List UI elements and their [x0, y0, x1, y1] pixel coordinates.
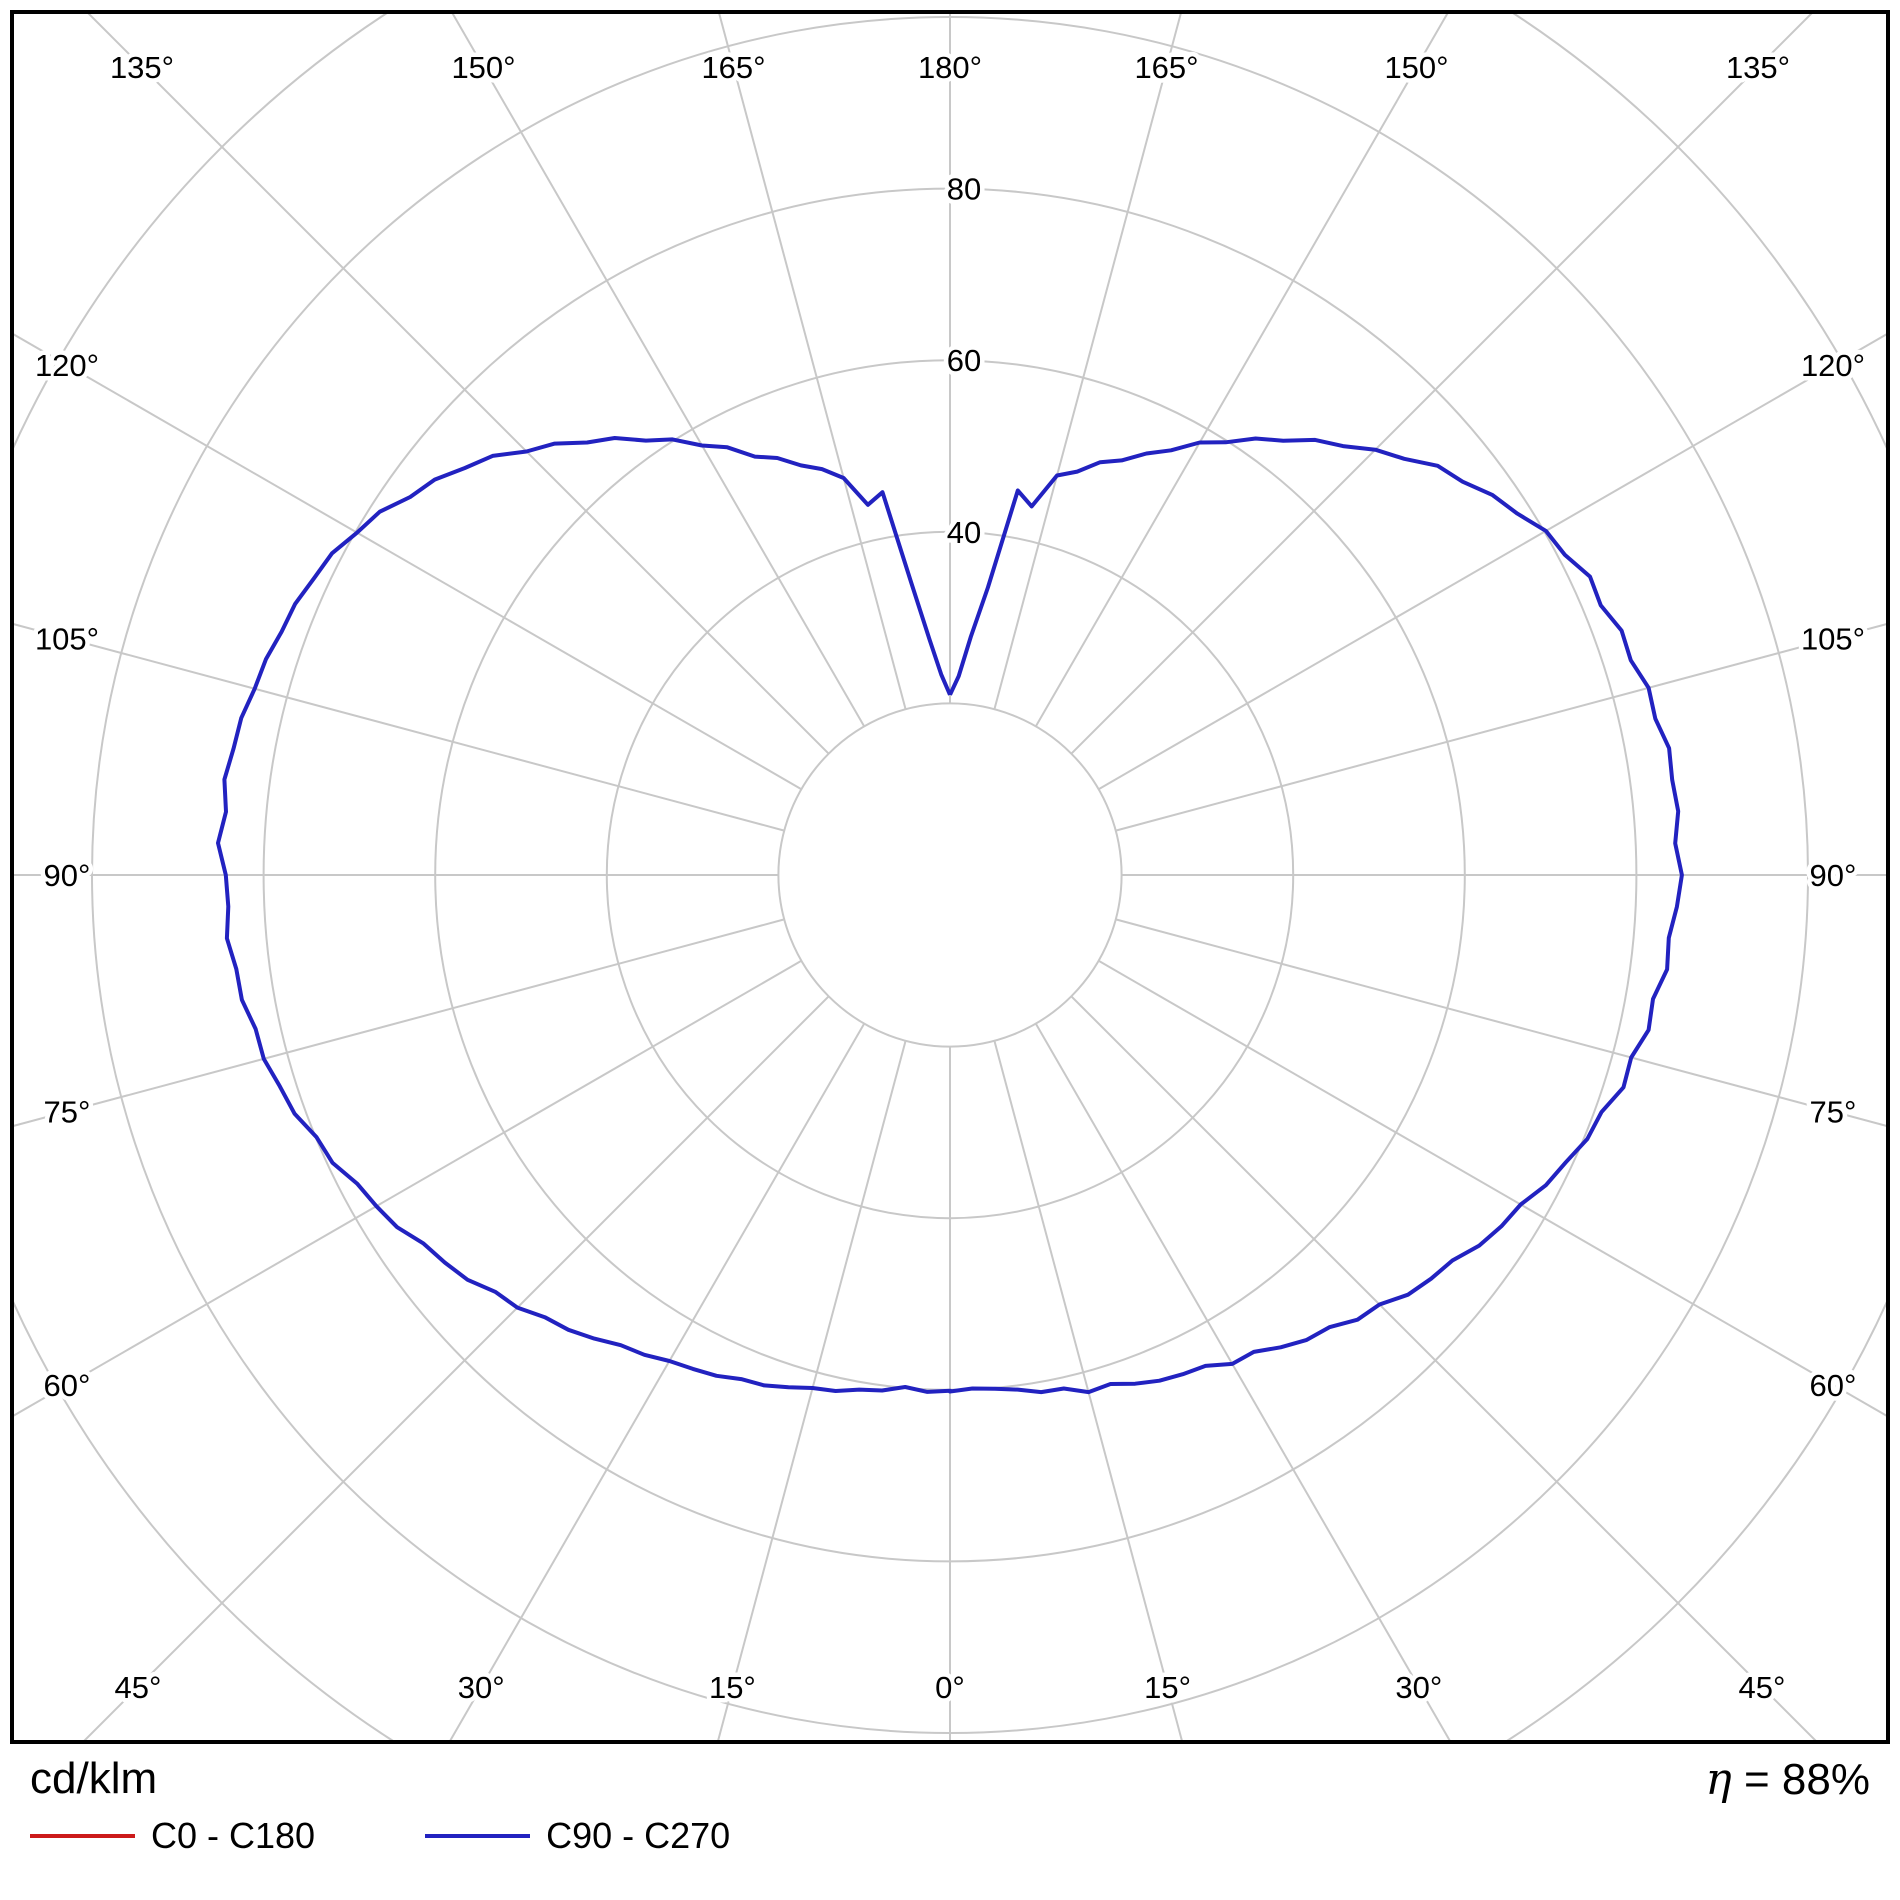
angle-label: 135°	[110, 50, 174, 85]
angle-ray	[716, 1040, 907, 1742]
legend-line-c0-c180	[30, 1834, 135, 1838]
plot-frame	[10, 10, 1890, 1744]
angle-label: 105°	[35, 621, 99, 656]
angle-label: 30°	[1395, 1670, 1442, 1705]
radial-tick-label: 80	[947, 172, 981, 207]
angle-ray	[993, 1040, 1184, 1742]
angle-label: 15°	[1144, 1670, 1191, 1705]
angle-label: 105°	[1801, 621, 1865, 656]
angle-label: 90°	[1810, 858, 1857, 893]
angle-label: 180°	[918, 50, 982, 85]
angle-label: 15°	[709, 1670, 756, 1705]
legend: C0 - C180 C90 - C270	[0, 1815, 1900, 1857]
angle-ray	[450, 12, 866, 727]
angle-ray	[717, 12, 907, 710]
curve-c90-c270	[216, 436, 1684, 1395]
angle-ray	[993, 12, 1183, 710]
angle-label: 135°	[1726, 50, 1790, 85]
efficiency-value: = 88%	[1744, 1755, 1870, 1804]
legend-label-c90-c270: C90 - C270	[546, 1815, 731, 1856]
angle-label: 30°	[458, 1670, 505, 1705]
angle-label: 60°	[44, 1368, 91, 1403]
radial-tick-label: 60	[947, 343, 981, 378]
angle-ray	[1070, 12, 1815, 755]
angle-ray	[12, 332, 802, 791]
angle-ray	[1070, 995, 1819, 1742]
angle-ray	[12, 918, 785, 1128]
angle-ray	[1115, 918, 1888, 1128]
legend-label-c0-c180: C0 - C180	[151, 1815, 316, 1856]
efficiency-label: η = 88%	[1705, 1754, 1870, 1805]
angle-label: 45°	[1739, 1670, 1786, 1705]
angle-label: 120°	[1801, 348, 1865, 383]
angle-label: 60°	[1810, 1368, 1857, 1403]
eta-symbol: η	[1705, 1754, 1732, 1805]
angle-label: 75°	[1810, 1095, 1857, 1130]
angle-ray	[1098, 332, 1888, 791]
angle-label: 165°	[1134, 50, 1198, 85]
angle-ray	[1098, 959, 1888, 1418]
angle-ray	[1034, 12, 1450, 727]
angle-label: 150°	[451, 50, 515, 85]
angle-label: 75°	[44, 1095, 91, 1130]
angle-ray	[81, 995, 830, 1742]
angle-label: 45°	[115, 1670, 162, 1705]
angle-ray	[1115, 622, 1888, 832]
angle-label: 150°	[1384, 50, 1448, 85]
angle-ray	[1034, 1023, 1452, 1742]
angle-ray	[448, 1023, 866, 1742]
legend-item-c90-c270: C90 - C270	[425, 1815, 730, 1857]
angle-ray	[12, 959, 802, 1418]
legend-item-c0-c180: C0 - C180	[30, 1815, 315, 1857]
chart-footer: cd/klm η = 88% C0 - C180 C90 - C270	[0, 1742, 1900, 1900]
angle-label: 0°	[935, 1670, 965, 1705]
angle-label: 165°	[701, 50, 765, 85]
angle-label: 120°	[35, 348, 99, 383]
angle-ray	[12, 622, 785, 832]
legend-line-c90-c270	[425, 1834, 531, 1838]
units-label: cd/klm	[30, 1754, 158, 1803]
angle-ray	[85, 12, 830, 755]
angle-label: 90°	[44, 858, 91, 893]
radial-tick-label: 40	[947, 515, 981, 550]
footer-row: cd/klm η = 88%	[0, 1742, 1900, 1805]
